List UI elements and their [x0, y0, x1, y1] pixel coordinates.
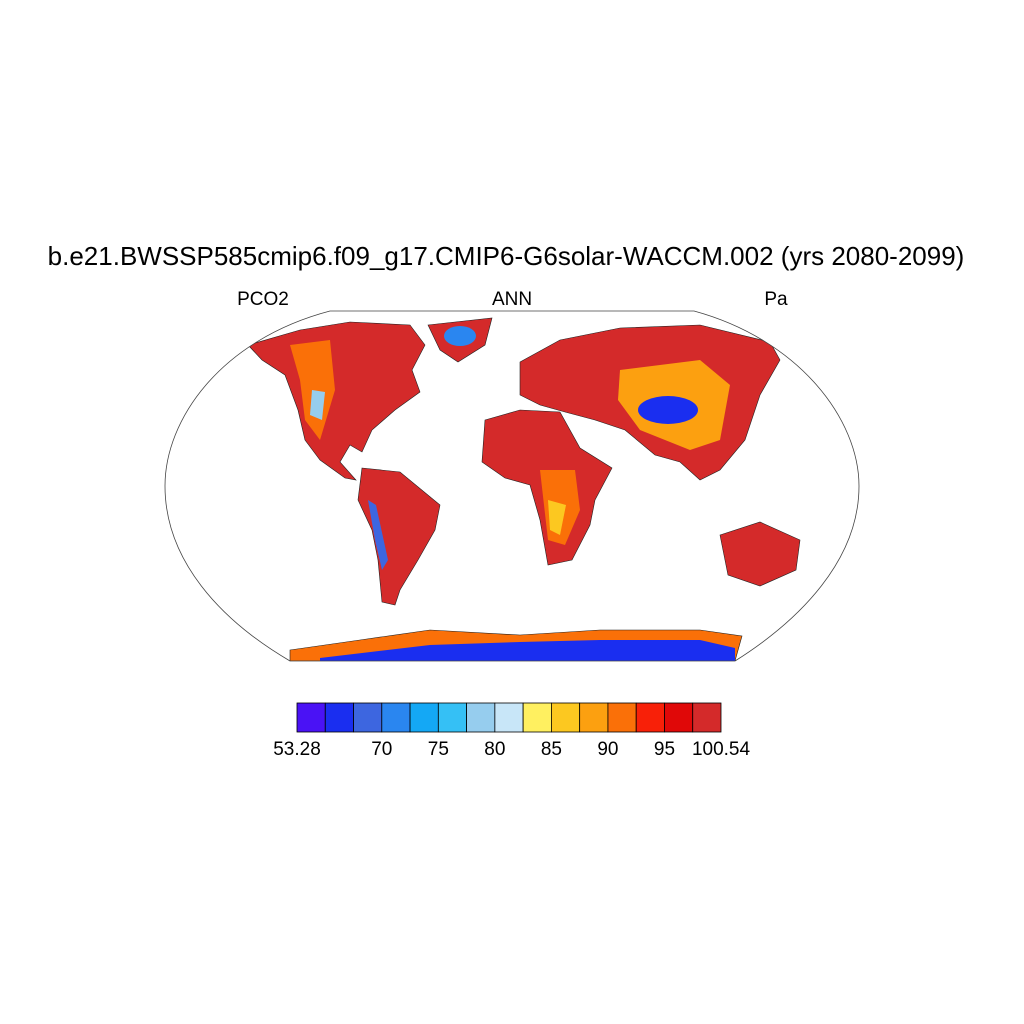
land — [290, 340, 335, 440]
right-label: Pa — [764, 289, 788, 310]
colorbar-box — [692, 702, 722, 733]
map — [164, 310, 860, 662]
colorbar-box — [551, 702, 581, 733]
colorbar-label: 85 — [541, 739, 562, 760]
land — [357, 467, 441, 606]
colorbar-label: 100.54 — [692, 739, 751, 760]
land — [638, 396, 698, 424]
land — [548, 500, 566, 535]
colorbar-label: 80 — [484, 739, 505, 760]
colorbar-label: 70 — [371, 739, 392, 760]
map-border — [164, 310, 860, 662]
colorbar-box — [607, 702, 637, 733]
colorbar-box — [466, 702, 496, 733]
colorbar-label: 53.28 — [273, 739, 321, 760]
colorbar-box — [494, 702, 524, 733]
land — [310, 390, 325, 420]
colorbar-box — [324, 702, 354, 733]
colorbar-label: 90 — [597, 739, 618, 760]
colorbar-box — [664, 702, 694, 733]
colorbar-label: 75 — [428, 739, 449, 760]
title: b.e21.BWSSP585cmip6.f09_g17.CMIP6-G6sola… — [48, 241, 965, 271]
land — [320, 640, 735, 661]
colorbar-box — [296, 702, 326, 733]
land — [247, 321, 426, 481]
colorbar-box — [437, 702, 468, 733]
colorbar-box — [579, 702, 609, 733]
colorbar-box — [353, 702, 383, 733]
land — [444, 326, 476, 346]
colorbar-box — [409, 702, 439, 733]
colorbar: 53.28 70 75 80 85 90 95 100.54 — [273, 702, 751, 760]
colorbar-box — [522, 702, 552, 733]
left-label: PCO2 — [237, 289, 289, 310]
center-label: ANN — [492, 289, 532, 310]
colorbar-label: 95 — [654, 739, 675, 760]
colorbar-box — [381, 702, 411, 733]
land — [368, 500, 388, 570]
land — [719, 521, 801, 587]
colorbar-box — [635, 702, 665, 733]
